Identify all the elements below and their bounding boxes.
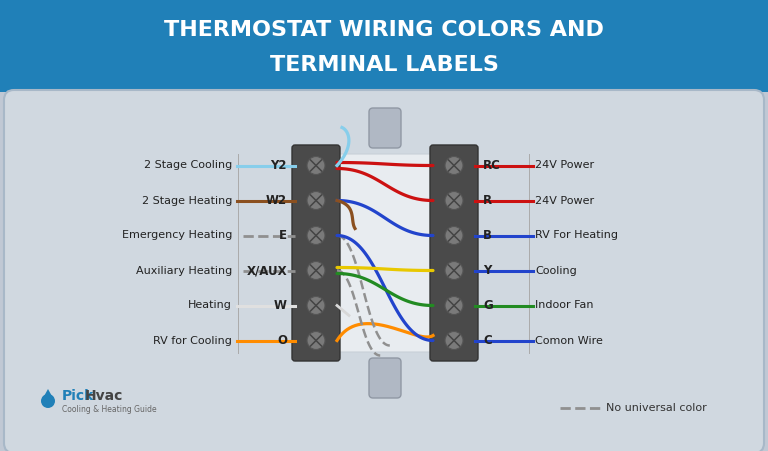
Text: Y: Y [483,264,492,277]
Circle shape [445,262,463,280]
Text: G: G [483,299,493,312]
Text: Emergency Heating: Emergency Heating [121,230,232,240]
Text: B: B [483,229,492,242]
Text: Hvac: Hvac [85,389,124,403]
Text: Auxiliary Heating: Auxiliary Heating [136,266,232,276]
Text: Heating: Heating [188,300,232,310]
Text: E: E [279,229,287,242]
FancyBboxPatch shape [333,154,437,352]
Circle shape [307,192,325,210]
Circle shape [307,156,325,175]
Text: X/AUX: X/AUX [247,264,287,277]
Circle shape [41,394,55,408]
Text: Cooling & Heating Guide: Cooling & Heating Guide [62,405,157,414]
Circle shape [307,296,325,314]
Circle shape [445,156,463,175]
Text: Pick: Pick [62,389,94,403]
Text: RV For Heating: RV For Heating [535,230,618,240]
Circle shape [445,226,463,244]
Circle shape [445,296,463,314]
Circle shape [307,226,325,244]
Text: 2 Stage Cooling: 2 Stage Cooling [144,161,232,170]
Bar [0,92,768,451]
Text: 24V Power: 24V Power [535,161,594,170]
Circle shape [307,331,325,350]
Text: 24V Power: 24V Power [535,195,594,206]
Text: O: O [277,334,287,347]
Text: THERMOSTAT WIRING COLORS AND: THERMOSTAT WIRING COLORS AND [164,20,604,40]
FancyBboxPatch shape [369,108,401,148]
Text: Cooling: Cooling [535,266,577,276]
Text: Y2: Y2 [270,159,287,172]
Circle shape [307,262,325,280]
Bar [0,0,768,92]
Text: RC: RC [483,159,501,172]
Text: No universal color: No universal color [606,403,707,413]
Text: W2: W2 [266,194,287,207]
Circle shape [445,331,463,350]
Circle shape [445,192,463,210]
Polygon shape [43,389,53,398]
FancyBboxPatch shape [292,145,340,361]
Text: W: W [274,299,287,312]
FancyBboxPatch shape [4,90,764,451]
Text: RV for Cooling: RV for Cooling [153,336,232,345]
Text: TERMINAL LABELS: TERMINAL LABELS [270,55,498,75]
Text: Comon Wire: Comon Wire [535,336,603,345]
FancyBboxPatch shape [430,145,478,361]
Text: Indoor Fan: Indoor Fan [535,300,594,310]
FancyBboxPatch shape [369,358,401,398]
Text: R: R [483,194,492,207]
Text: 2 Stage Heating: 2 Stage Heating [141,195,232,206]
Text: C: C [483,334,492,347]
